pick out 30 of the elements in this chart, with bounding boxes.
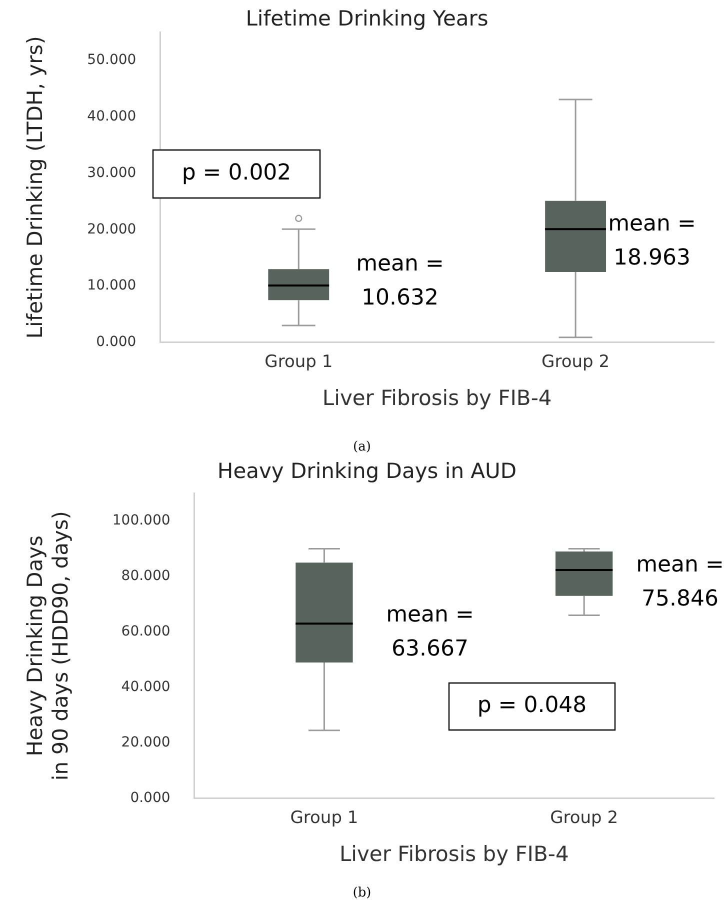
annotation: p = 0.048 bbox=[477, 693, 587, 718]
y-tick-label: 80.000 bbox=[121, 568, 170, 584]
y-tick-label: 40.000 bbox=[87, 108, 136, 125]
x-tick-label: Group 1 bbox=[290, 808, 358, 828]
x-axis-title: Liver Fibrosis by FIB-4 bbox=[322, 386, 552, 410]
x-tick-label: Group 1 bbox=[264, 352, 333, 372]
annotation: mean = 10.632 bbox=[356, 252, 444, 311]
y-tick-label: 30.000 bbox=[87, 164, 136, 181]
x-tick-label: Group 2 bbox=[550, 808, 618, 828]
y-tick-label: 20.000 bbox=[121, 734, 170, 751]
text: (a) bbox=[353, 439, 371, 454]
y-tick-label: 20.000 bbox=[87, 221, 136, 238]
annotation: p = 0.002 bbox=[182, 160, 292, 186]
annotation: mean = 18.963 bbox=[608, 212, 696, 271]
chart-title: Lifetime Drinking Years bbox=[246, 6, 488, 30]
x-tick-label: Group 2 bbox=[542, 352, 610, 372]
y-tick-label: 0.000 bbox=[130, 790, 170, 806]
y-tick-label: 50.000 bbox=[87, 52, 136, 68]
x-axis-title: Liver Fibrosis by FIB-4 bbox=[339, 842, 569, 866]
y-axis-title: Lifetime Drinking (LTDH, yrs) bbox=[23, 36, 48, 339]
y-tick-label: 100.000 bbox=[112, 512, 170, 529]
y-axis-title: Heavy Drinking Days in 90 days (HDD90, days) bbox=[23, 510, 72, 781]
y-tick-label: 40.000 bbox=[121, 679, 170, 696]
y-tick-label: 10.000 bbox=[87, 278, 136, 294]
text: (b) bbox=[352, 885, 372, 900]
annotation: mean = 63.667 bbox=[386, 602, 474, 662]
y-tick-label: 60.000 bbox=[121, 624, 170, 640]
chart-title: Heavy Drinking Days in AUD bbox=[217, 459, 517, 484]
annotation: mean = 75.846 bbox=[636, 552, 724, 612]
y-tick-label: 0.000 bbox=[96, 334, 136, 350]
